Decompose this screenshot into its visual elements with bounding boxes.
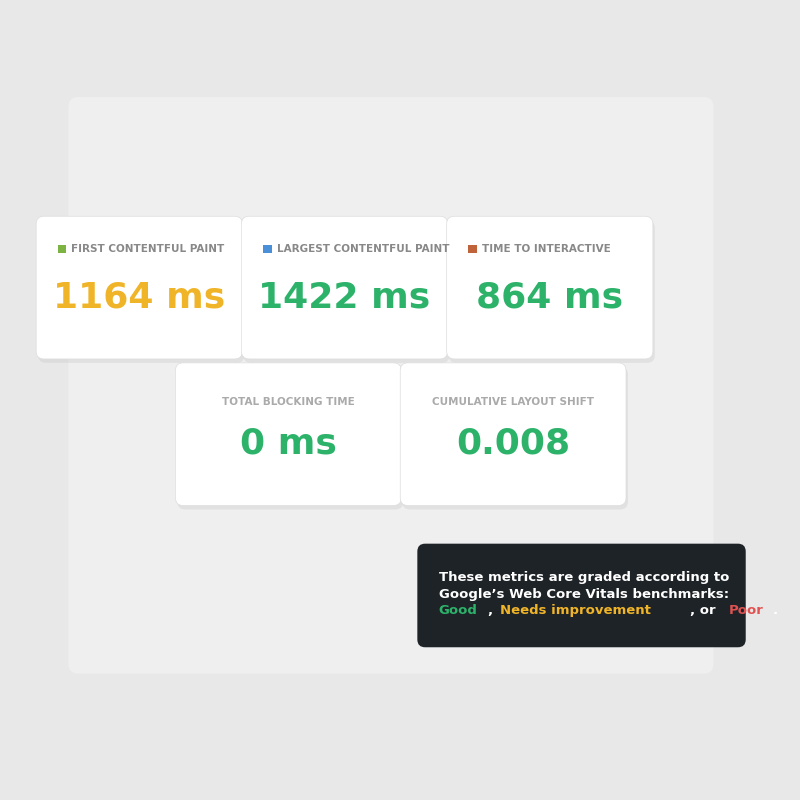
- FancyBboxPatch shape: [446, 216, 653, 359]
- FancyBboxPatch shape: [38, 220, 244, 363]
- Text: 0.008: 0.008: [456, 427, 570, 461]
- FancyBboxPatch shape: [175, 363, 402, 506]
- Text: LARGEST CONTENTFUL PAINT: LARGEST CONTENTFUL PAINT: [277, 244, 449, 254]
- Bar: [58, 245, 66, 254]
- FancyBboxPatch shape: [242, 216, 448, 359]
- FancyBboxPatch shape: [400, 363, 626, 506]
- Text: 1422 ms: 1422 ms: [258, 280, 430, 314]
- FancyBboxPatch shape: [36, 216, 242, 359]
- Text: Good: Good: [439, 604, 478, 618]
- Text: 0 ms: 0 ms: [240, 427, 337, 461]
- Bar: [468, 245, 477, 254]
- Text: 1164 ms: 1164 ms: [53, 280, 226, 314]
- FancyBboxPatch shape: [402, 366, 628, 510]
- Text: Poor: Poor: [729, 604, 763, 618]
- Text: Needs improvement: Needs improvement: [500, 604, 651, 618]
- Text: 864 ms: 864 ms: [476, 280, 623, 314]
- Text: These metrics are graded according to: These metrics are graded according to: [439, 571, 730, 584]
- Text: , or: , or: [690, 604, 721, 618]
- FancyBboxPatch shape: [418, 544, 746, 647]
- FancyBboxPatch shape: [449, 220, 655, 363]
- Text: TIME TO INTERACTIVE: TIME TO INTERACTIVE: [482, 244, 610, 254]
- Text: FIRST CONTENTFUL PAINT: FIRST CONTENTFUL PAINT: [71, 244, 225, 254]
- Text: .: .: [773, 604, 778, 618]
- Text: Google’s Web Core Vitals benchmarks:: Google’s Web Core Vitals benchmarks:: [439, 588, 729, 601]
- Bar: [263, 245, 272, 254]
- Text: CUMULATIVE LAYOUT SHIFT: CUMULATIVE LAYOUT SHIFT: [432, 397, 594, 407]
- Text: ,: ,: [488, 604, 498, 618]
- FancyBboxPatch shape: [178, 366, 403, 510]
- FancyBboxPatch shape: [243, 220, 450, 363]
- Text: TOTAL BLOCKING TIME: TOTAL BLOCKING TIME: [222, 397, 354, 407]
- FancyBboxPatch shape: [69, 97, 714, 674]
